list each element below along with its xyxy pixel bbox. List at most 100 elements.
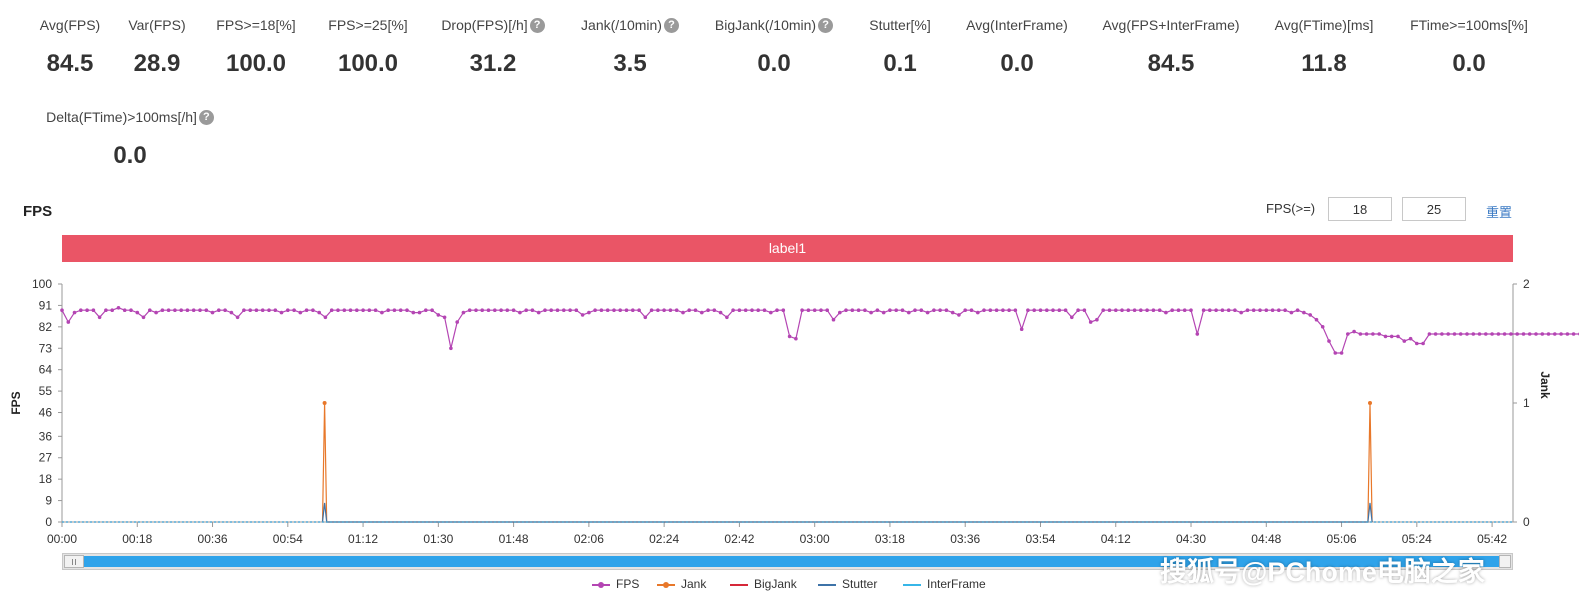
- metric-value: 0.0: [113, 142, 147, 169]
- metric-metrics_row1-0: Avg(FPS) 84.5: [0, 17, 170, 78]
- fps-point: [511, 308, 516, 312]
- fps-point: [355, 308, 359, 312]
- legend-item-stutter[interactable]: Stutter: [818, 577, 877, 591]
- fps-point: [1452, 332, 1457, 336]
- legend-item-bigjank[interactable]: BigJank: [730, 577, 797, 591]
- fps-point: [643, 315, 648, 320]
- metric-label: Jank(/10min): [581, 17, 662, 33]
- metric-value: 84.5: [46, 50, 94, 77]
- fps-point: [1358, 332, 1363, 336]
- metric-metrics_row2-0: Delta(FTime)>100ms[/h]? 0.0: [30, 109, 230, 170]
- fps-point: [505, 308, 510, 312]
- legend-swatch: [903, 578, 921, 590]
- fps-point: [1383, 334, 1388, 339]
- fps-point: [1553, 332, 1557, 336]
- fps-point: [1283, 308, 1287, 312]
- fps-point: [856, 308, 861, 312]
- fps-point: [298, 310, 303, 315]
- fps-point: [612, 308, 616, 312]
- fps-point: [1126, 308, 1131, 312]
- metric-label: Avg(FPS+InterFrame): [1102, 17, 1240, 33]
- fps-point: [392, 308, 397, 312]
- fps-point: [1151, 308, 1156, 312]
- x-tick-label: 03:54: [1025, 532, 1055, 546]
- fps-point: [969, 308, 974, 312]
- legend-item-interframe[interactable]: InterFrame: [903, 577, 986, 591]
- scroll-handle-right[interactable]: [1499, 555, 1511, 568]
- fps-point: [273, 308, 278, 312]
- y-left-tick-label: 18: [39, 472, 53, 486]
- fps-point: [1120, 308, 1124, 312]
- legend-item-jank[interactable]: Jank: [657, 577, 706, 591]
- x-tick-label: 01:12: [348, 532, 378, 546]
- time-range-scrollbar[interactable]: [62, 553, 1513, 570]
- metric-label: Drop(FPS)[/h]: [441, 17, 528, 33]
- help-icon[interactable]: ?: [663, 17, 679, 33]
- fps-point: [536, 310, 541, 315]
- fps-point: [687, 308, 691, 312]
- y-left-tick-label: 55: [39, 384, 53, 398]
- x-tick-label: 04:30: [1176, 532, 1206, 546]
- fps-point: [1164, 310, 1168, 315]
- legend-label: BigJank: [754, 577, 797, 591]
- fps-point: [97, 315, 102, 320]
- fps-point: [750, 308, 754, 312]
- fps-point: [794, 336, 798, 341]
- legend-swatch: [818, 578, 836, 590]
- fps-point: [166, 308, 171, 312]
- help-icon[interactable]: ?: [529, 17, 545, 33]
- fps-point: [1421, 341, 1425, 346]
- fps-point: [405, 308, 409, 312]
- fps-point: [907, 310, 911, 315]
- metric-label: FPS>=18[%]: [216, 17, 296, 33]
- metric-label: BigJank(/10min): [714, 17, 817, 33]
- fps-point: [1527, 332, 1532, 336]
- fps-threshold-input-2[interactable]: [1402, 197, 1466, 221]
- fps-point: [1107, 308, 1112, 312]
- fps-point: [210, 310, 215, 315]
- fps-point: [286, 308, 290, 312]
- legend-label: InterFrame: [927, 577, 986, 591]
- scroll-handle-left[interactable]: [64, 555, 84, 568]
- scroll-range-fill[interactable]: [83, 556, 1510, 567]
- x-tick-label: 02:42: [724, 532, 754, 546]
- series-line-jank: [321, 402, 1373, 523]
- legend-item-fps[interactable]: FPS: [592, 577, 639, 591]
- y-left-tick-label: 36: [39, 429, 53, 443]
- fps-point: [367, 308, 372, 312]
- fps-point: [1088, 320, 1093, 324]
- fps-point: [1471, 332, 1476, 336]
- fps-point: [173, 308, 177, 312]
- help-icon[interactable]: ?: [198, 109, 214, 125]
- reset-button[interactable]: 重置: [1486, 205, 1513, 220]
- fps-point: [329, 308, 334, 312]
- metric-label: Var(FPS): [128, 17, 186, 33]
- fps-point: [1038, 308, 1043, 312]
- metric-value: 0.0: [1000, 50, 1034, 77]
- fps-point: [493, 308, 497, 312]
- fps-point: [1114, 308, 1118, 312]
- fps-point: [1139, 308, 1143, 312]
- x-tick-label: 00:54: [273, 532, 303, 546]
- fps-point: [1540, 332, 1545, 336]
- fps-point: [656, 308, 660, 312]
- fps-point: [1195, 332, 1200, 336]
- x-tick-label: 00:36: [198, 532, 228, 546]
- fps-point: [1327, 339, 1331, 343]
- x-tick-label: 00:00: [47, 532, 77, 546]
- fps-point: [1076, 308, 1080, 312]
- fps-point: [317, 310, 322, 315]
- fps-point: [373, 308, 378, 312]
- fps-point: [185, 308, 190, 312]
- fps-threshold-input-1[interactable]: [1328, 197, 1392, 221]
- fps-point: [725, 315, 729, 320]
- fps-point: [235, 315, 240, 320]
- metric-label: Avg(InterFrame): [966, 17, 1068, 33]
- fps-point: [712, 308, 717, 312]
- help-icon[interactable]: ?: [818, 17, 834, 33]
- fps-point: [104, 308, 108, 312]
- y-right-axis-title: Jank: [1538, 371, 1552, 399]
- fps-point: [129, 308, 133, 312]
- fps-point: [1189, 308, 1193, 312]
- fps-point: [1371, 332, 1375, 336]
